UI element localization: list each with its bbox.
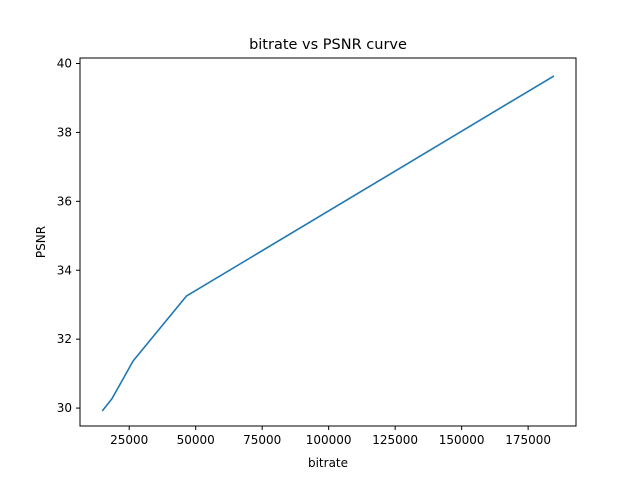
y-axis: 30 32 34 36 38 40 xyxy=(57,57,80,415)
x-tick-label: 175000 xyxy=(505,433,551,447)
y-tick-label: 36 xyxy=(57,194,72,208)
x-tick-label: 100000 xyxy=(306,433,352,447)
y-axis-label: PSNR xyxy=(34,226,48,258)
x-tick-label: 50000 xyxy=(177,433,215,447)
x-tick-label: 125000 xyxy=(372,433,418,447)
y-tick-label: 38 xyxy=(57,125,72,139)
y-tick-label: 32 xyxy=(57,332,72,346)
y-tick-label: 40 xyxy=(57,57,72,71)
y-tick-label: 30 xyxy=(57,401,72,415)
plot-frame xyxy=(79,57,577,427)
series-line xyxy=(101,75,555,412)
plot-area xyxy=(79,57,577,427)
chart-title: bitrate vs PSNR curve xyxy=(249,37,407,53)
x-tick-label: 25000 xyxy=(110,433,148,447)
y-tick-label: 34 xyxy=(57,263,72,277)
series-layer xyxy=(101,75,555,412)
x-tick-label: 75000 xyxy=(243,433,281,447)
x-axis-label: bitrate xyxy=(308,456,348,470)
x-axis: 25000 50000 75000 100000 125000 150000 175000 xyxy=(110,426,551,447)
x-tick-label: 150000 xyxy=(439,433,485,447)
